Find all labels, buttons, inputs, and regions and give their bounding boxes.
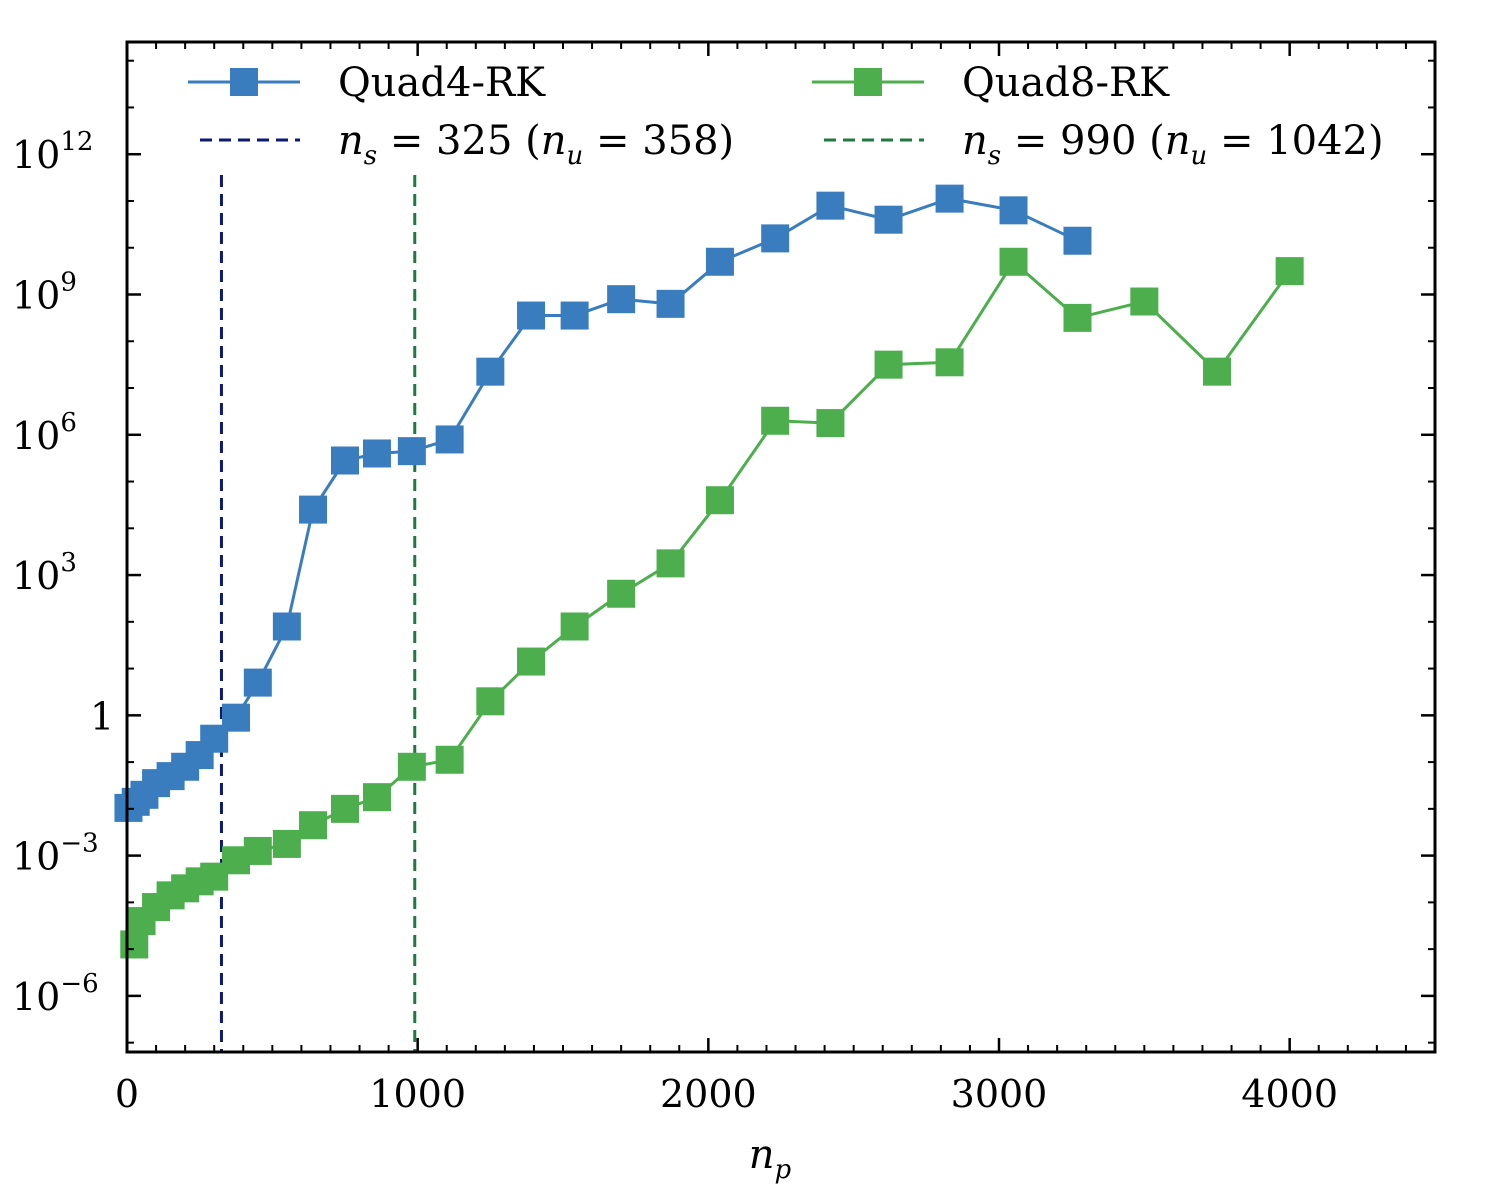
series-1-marker-19	[656, 549, 685, 578]
series-0-marker-12	[331, 446, 359, 475]
plot-lines	[219, 175, 417, 1052]
series-1-marker-18	[607, 579, 636, 608]
series-1-marker-21	[761, 406, 790, 435]
series-1-marker-28	[1203, 357, 1231, 386]
legend-vline-label-1: ns = 990 (nu = 1042)	[962, 118, 1384, 171]
y-tick-label-5: 109	[12, 268, 77, 318]
series-1-marker-25	[999, 247, 1028, 276]
series-0-marker-22	[761, 224, 790, 253]
series-1-marker-29	[1275, 257, 1304, 286]
series-0-marker-20	[656, 289, 685, 318]
x-tick-label-2: 2000	[660, 1072, 757, 1116]
series-0-marker-19	[607, 285, 636, 314]
series-1-marker-9	[272, 829, 301, 858]
y-tick-label-6: 1012	[12, 127, 93, 177]
series-1-marker-23	[874, 350, 903, 379]
series-0-marker-14	[397, 437, 426, 466]
series-0-marker-17	[517, 301, 546, 330]
series-1-marker-20	[705, 486, 734, 515]
series-0-marker-11	[299, 495, 328, 524]
series-1-marker-11	[331, 794, 359, 823]
ticks-layer: 0 1000 2000 3000 4000 10−6 10−3 1 103 106 109 1012	[12, 42, 1435, 1116]
series-1-marker-22	[816, 409, 845, 438]
series-1-marker-12	[362, 783, 391, 812]
y-tick-label-1: 10−3	[12, 829, 99, 879]
series-line-0	[127, 197, 1079, 810]
series-1-marker-8	[243, 836, 272, 865]
series-0-marker-9	[243, 668, 272, 697]
legend: Quad4-RK Quad8-RK ns = 325 (nu = 358) ns = …	[188, 60, 1384, 171]
x-tick-label-3: 3000	[951, 1072, 1048, 1116]
legend-marker-0	[230, 68, 258, 96]
x-tick-label-4: 4000	[1241, 1072, 1338, 1116]
series-1-marker-14	[435, 745, 464, 774]
series-0-marker-25	[935, 184, 964, 213]
series-0-marker-16	[476, 357, 505, 386]
legend-label-1: Quad8-RK	[962, 60, 1170, 106]
y-tick-label-2: 1	[90, 694, 114, 738]
series-1-marker-27	[1130, 287, 1159, 316]
series-1-marker-10	[299, 811, 328, 840]
series-layer	[114, 184, 1304, 959]
series-0-marker-15	[435, 425, 464, 454]
x-tick-label-1: 1000	[369, 1072, 466, 1116]
legend-vline-label-0: ns = 325 (nu = 358)	[338, 118, 734, 171]
series-0-marker-23	[816, 191, 845, 220]
series-0-marker-21	[705, 247, 734, 276]
series-1-marker-15	[476, 687, 505, 716]
y-tick-label-0: 10−6	[12, 969, 99, 1019]
series-0-marker-24	[874, 205, 903, 234]
y-tick-label-4: 106	[12, 408, 77, 458]
series-1-marker-24	[935, 348, 964, 377]
series-0-marker-10	[272, 612, 301, 641]
series-line-1	[132, 259, 1291, 945]
series-1-marker-17	[560, 612, 589, 641]
series-0-marker-26	[999, 196, 1028, 225]
series-0-marker-13	[362, 439, 391, 468]
series-1-marker-0	[120, 930, 149, 959]
series-0-marker-8	[222, 703, 250, 732]
series-1-marker-16	[517, 647, 546, 676]
plot-frame	[125, 40, 1437, 1054]
series-0-marker-18	[560, 301, 589, 330]
legend-label-0: Quad4-RK	[338, 60, 546, 106]
x-axis-label: np	[749, 1132, 792, 1185]
legend-marker-1	[854, 68, 882, 96]
x-tick-label-0: 0	[115, 1072, 139, 1116]
series-1-marker-13	[397, 752, 426, 781]
series-0-marker-27	[1063, 226, 1092, 255]
y-tick-label-3: 103	[12, 548, 77, 598]
series-1-marker-26	[1063, 303, 1092, 332]
